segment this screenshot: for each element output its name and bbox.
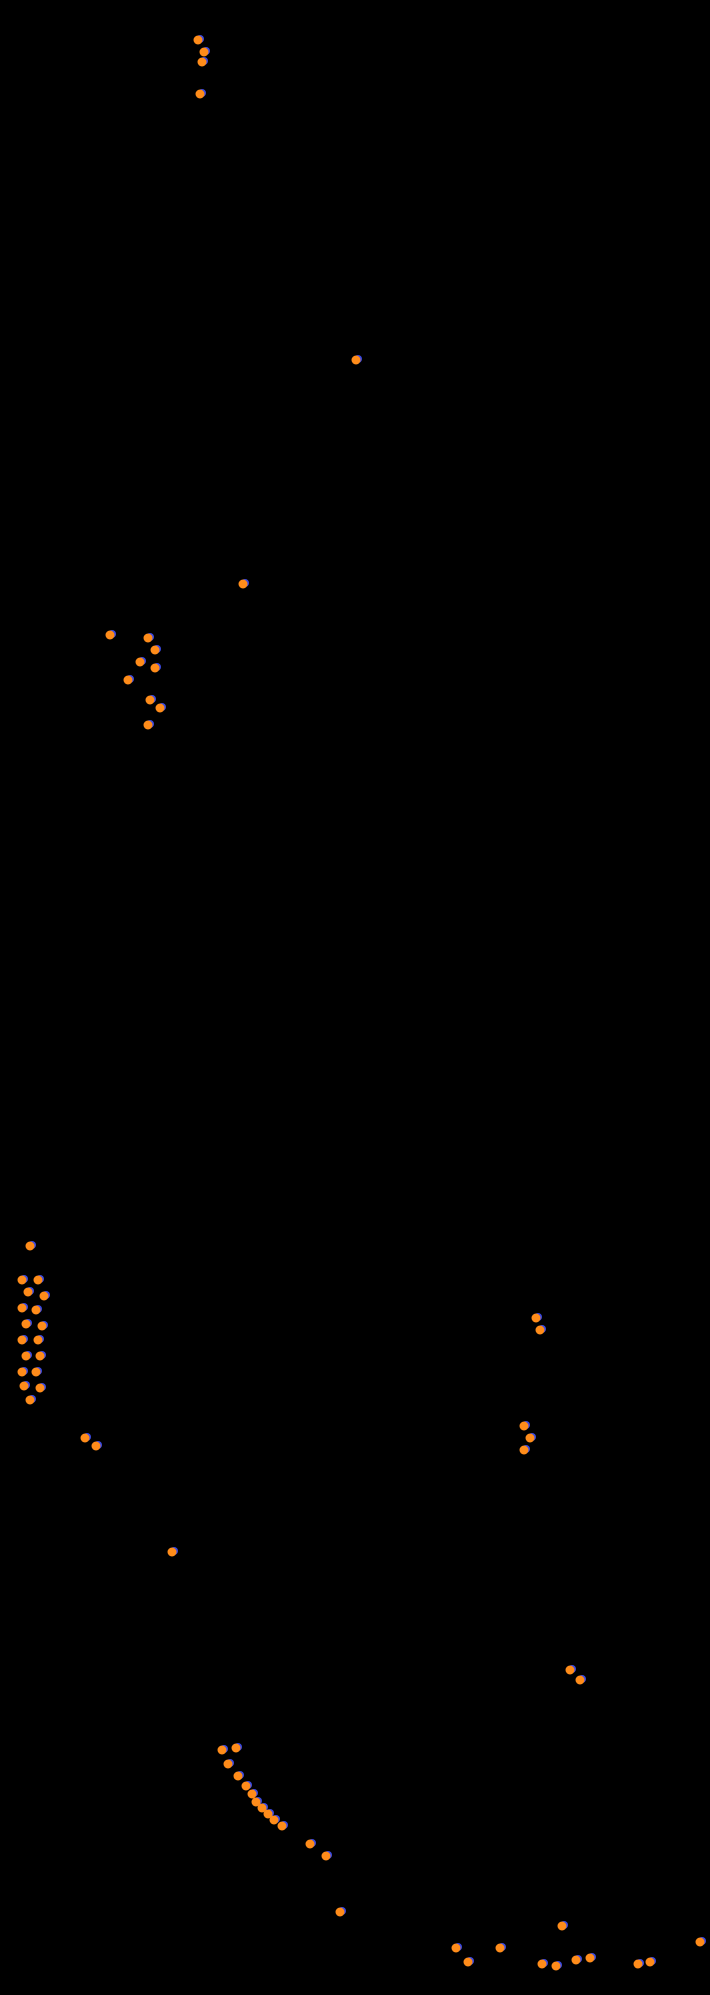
scatter-point <box>536 1326 545 1335</box>
scatter-point <box>200 48 209 57</box>
scatter-point <box>18 1368 27 1377</box>
scatter-point <box>278 1822 287 1831</box>
scatter-point <box>336 1908 345 1917</box>
scatter-point <box>239 580 248 589</box>
scatter-point <box>464 1958 473 1967</box>
scatter-point <box>634 1960 643 1969</box>
scatter-point <box>26 1396 35 1405</box>
scatter-point <box>646 1958 655 1967</box>
scatter-point <box>40 1292 49 1301</box>
scatter-point <box>32 1306 41 1315</box>
scatter-point <box>352 356 361 365</box>
scatter-point <box>234 1772 243 1781</box>
scatter-point <box>34 1336 43 1345</box>
scatter-point <box>151 646 160 655</box>
scatter-point <box>32 1368 41 1377</box>
scatter-point <box>22 1320 31 1329</box>
scatter-point <box>520 1446 529 1455</box>
scatter-point <box>168 1548 177 1557</box>
scatter-point <box>81 1434 90 1443</box>
scatter-point <box>34 1276 43 1285</box>
scatter-point <box>18 1304 27 1313</box>
scatter-point <box>26 1242 35 1251</box>
scatter-point <box>198 58 207 67</box>
scatter-point <box>106 631 115 640</box>
scatter-point <box>558 1922 567 1931</box>
scatter-point <box>18 1336 27 1345</box>
scatter-point <box>696 1938 705 1947</box>
scatter-point <box>452 1944 461 1953</box>
scatter-point <box>124 676 133 685</box>
scatter-point <box>36 1384 45 1393</box>
scatter-point <box>496 1944 505 1953</box>
scatter-point <box>151 664 160 673</box>
scatter-point <box>520 1422 529 1431</box>
scatter-point <box>566 1666 575 1675</box>
scatter-point <box>194 36 203 45</box>
scatter-point <box>144 721 153 730</box>
scatter-point <box>22 1352 31 1361</box>
scatter-point <box>576 1676 585 1685</box>
scatter-point <box>224 1760 233 1769</box>
scatter-point <box>572 1956 581 1965</box>
scatter-point <box>20 1382 29 1391</box>
scatter-plot <box>0 0 710 1995</box>
scatter-point <box>156 704 165 713</box>
scatter-point <box>532 1314 541 1323</box>
scatter-point <box>136 658 145 667</box>
scatter-point <box>196 90 205 99</box>
scatter-point <box>538 1960 547 1969</box>
scatter-point <box>18 1276 27 1285</box>
scatter-point <box>586 1954 595 1963</box>
scatter-point <box>36 1352 45 1361</box>
scatter-point <box>232 1744 241 1753</box>
scatter-point <box>92 1442 101 1451</box>
scatter-point <box>306 1840 315 1849</box>
scatter-point <box>24 1288 33 1297</box>
scatter-point <box>322 1852 331 1861</box>
scatter-point <box>218 1746 227 1755</box>
scatter-point <box>144 634 153 643</box>
scatter-point <box>38 1322 47 1331</box>
scatter-point <box>526 1434 535 1443</box>
scatter-point <box>146 696 155 705</box>
scatter-point <box>552 1962 561 1971</box>
